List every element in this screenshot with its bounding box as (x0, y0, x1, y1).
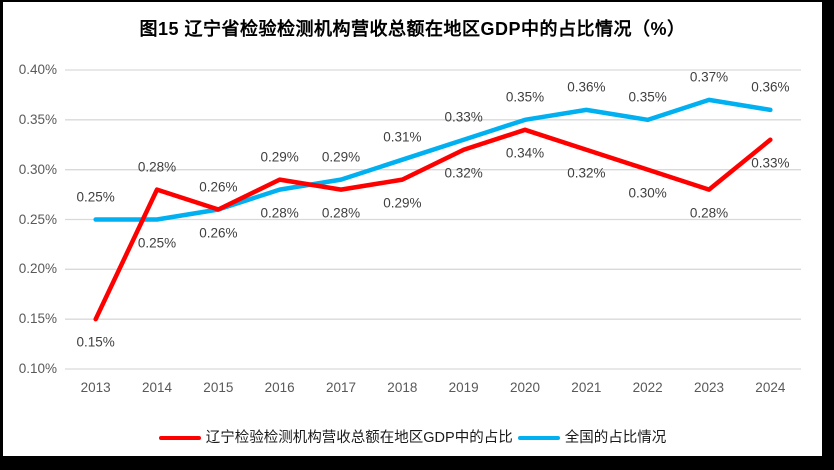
data-label-national: 0.28% (260, 205, 299, 221)
x-tick-label: 2015 (203, 380, 234, 395)
data-label-national: 0.37% (689, 69, 729, 85)
chart-title: 图15 辽宁省检验检测机构营收总额在地区GDP中的占比情况（%） (139, 19, 686, 39)
data-label-national: 0.25% (137, 235, 177, 250)
plot-area (65, 69, 801, 370)
x-tick-label: 2020 (509, 380, 541, 395)
data-label-liaoning: 0.29% (383, 195, 422, 211)
data-label-national: 0.33% (444, 109, 483, 125)
data-label-national: 0.35% (505, 89, 545, 105)
x-tick-label: 2017 (325, 380, 357, 395)
data-label-liaoning: 0.28% (137, 159, 177, 175)
y-tick-label: 0.15% (18, 311, 57, 327)
x-tick-label: 2013 (80, 380, 111, 395)
y-tick-label: 0.25% (18, 211, 57, 227)
x-tick-label: 2022 (632, 380, 663, 395)
data-label-liaoning: 0.33% (751, 155, 790, 171)
data-label-liaoning: 0.28% (689, 205, 729, 221)
x-tick-label: 2021 (571, 380, 602, 395)
data-label-liaoning: 0.28% (321, 205, 361, 221)
legend-swatch-liaoning (158, 435, 201, 441)
legend-swatch-national (517, 435, 560, 441)
chart-canvas: 图15 辽宁省检验检测机构营收总额在地区GDP中的占比情况（%） 辽宁检验检测机… (3, 2, 822, 456)
legend-label-national: 全国的占比情况 (564, 430, 667, 446)
data-label-liaoning: 0.15% (76, 334, 115, 350)
y-tick-label: 0.30% (18, 161, 57, 177)
data-label-national: 0.25% (76, 189, 115, 204)
data-label-liaoning: 0.30% (628, 185, 667, 201)
y-tick-label: 0.10% (18, 361, 57, 376)
data-label-national: 0.29% (321, 149, 361, 165)
x-tick-label: 2018 (387, 380, 418, 395)
legend: 辽宁检验检测机构营收总额在地区GDP中的占比 全国的占比情况 (3, 428, 822, 448)
data-label-national: 0.31% (383, 129, 422, 145)
data-label-liaoning: 0.34% (505, 145, 545, 161)
data-label-liaoning: 0.29% (260, 149, 299, 165)
series-line-liaoning (93, 127, 773, 322)
data-label-national: 0.36% (751, 79, 790, 95)
data-label-liaoning: 0.26% (199, 179, 238, 195)
data-label-national: 0.26% (199, 225, 238, 241)
x-tick-label: 2019 (448, 380, 479, 395)
x-tick-label: 2023 (693, 380, 725, 395)
data-label-national: 0.36% (567, 79, 606, 95)
x-tick-label: 2016 (264, 380, 295, 395)
y-tick-label: 0.40% (18, 62, 57, 77)
x-tick-label: 2024 (755, 380, 786, 395)
legend-label-liaoning: 辽宁检验检测机构营收总额在地区GDP中的占比 (205, 430, 513, 446)
data-label-liaoning: 0.32% (567, 165, 606, 181)
series-line-national (93, 97, 773, 222)
x-tick-label: 2014 (141, 380, 173, 395)
y-tick-label: 0.20% (18, 261, 57, 277)
data-label-liaoning: 0.32% (444, 165, 483, 181)
data-label-national: 0.35% (628, 89, 667, 105)
y-tick-label: 0.35% (18, 111, 57, 127)
